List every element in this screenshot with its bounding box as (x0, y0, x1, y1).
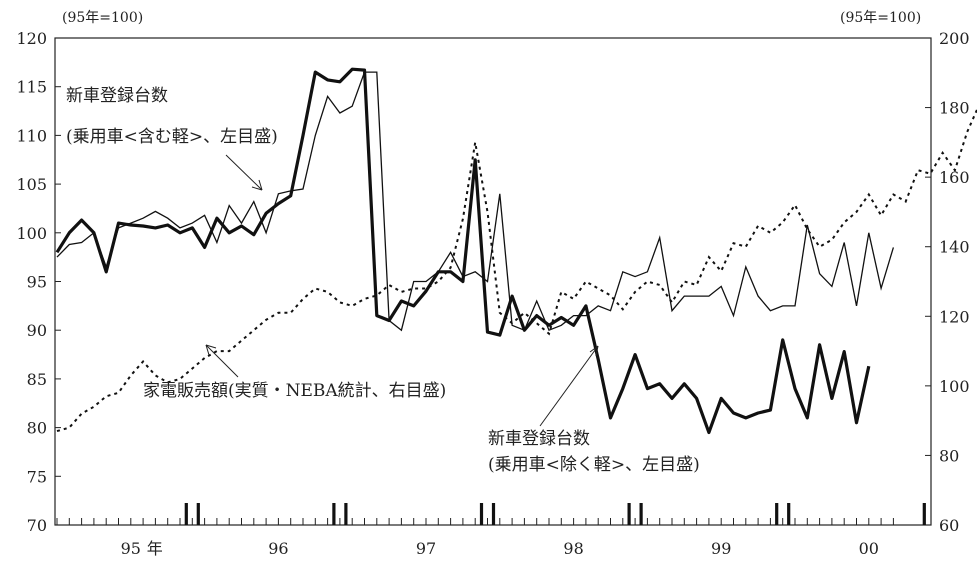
left-y-tick-label: 120 (16, 29, 47, 48)
x-tick-label: 95 (121, 539, 141, 558)
series-layer (55, 67, 977, 435)
annotation-series-1: 新車登録台数 (乗用車<含む軽>、左目盛) (66, 86, 278, 191)
x-year-marker (196, 503, 200, 525)
left-axis-unit: (95年=100) (62, 10, 143, 26)
x-tick-label: 00 (859, 539, 879, 558)
x-tick-label: 99 (711, 539, 731, 558)
annotation-series-1-arrowhead (251, 179, 263, 191)
right-y-axis: 60 80 100 120 140 160 180 200 (925, 29, 970, 535)
right-y-tick-label: 120 (939, 307, 970, 326)
left-y-tick-label: 95 (27, 273, 47, 292)
series-line-thin (56, 71, 895, 332)
plot-frame (54, 37, 932, 526)
right-y-tick-label: 180 (939, 99, 970, 118)
series-line-thick (55, 67, 871, 435)
left-y-tick-label: 90 (27, 321, 47, 340)
right-y-tick-label: 100 (939, 377, 970, 396)
annotation-series-2-arrow (539, 345, 599, 427)
left-y-tick-label: 100 (16, 224, 47, 243)
right-y-tick-label: 80 (939, 446, 959, 465)
series-line-dotted (56, 107, 977, 433)
annotation-series-1-line2: (乗用車<含む軽>、左目盛) (66, 127, 278, 147)
annotation-series-1-arrow (225, 154, 263, 191)
x-year-marker (332, 503, 336, 525)
x-year-marker (922, 503, 926, 525)
annotation-series-2-arrowhead (589, 345, 599, 357)
annotation-series-3-arrowhead (205, 344, 217, 356)
left-y-tick-label: 85 (27, 370, 47, 389)
left-y-tick-label: 80 (27, 419, 47, 438)
x-year-marker (775, 503, 779, 525)
x-year-marker (184, 503, 188, 525)
x-tick-label: 96 (268, 539, 288, 558)
left-y-tick-label: 105 (16, 175, 47, 194)
left-y-tick-label: 110 (16, 126, 47, 145)
x-year-suffix: 年 (147, 539, 163, 558)
x-year-marker (491, 503, 496, 525)
x-year-marker (787, 503, 791, 525)
x-tick-label: 97 (416, 539, 436, 558)
x-year-marker (344, 503, 348, 525)
annotation-series-3: 家電販売額(実質・NEBA統計、右目盛) (143, 344, 446, 401)
right-y-tick-label: 140 (939, 238, 970, 257)
left-y-tick-label: 75 (27, 467, 47, 486)
left-y-tick-label: 115 (16, 78, 47, 97)
annotation-series-1-line1: 新車登録台数 (66, 86, 168, 106)
right-axis-unit: (95年=100) (840, 10, 921, 26)
left-y-tick-label: 70 (27, 516, 47, 535)
annotation-series-3-line1: 家電販売額(実質・NEBA統計、右目盛) (143, 381, 446, 401)
left-y-axis: 70 75 80 85 90 95 100 105 110 115 120 (16, 29, 61, 535)
x-year-marker (627, 503, 631, 525)
x-year-marker (639, 503, 643, 525)
annotation-series-3-arrow (205, 344, 239, 378)
x-axis: 95 96 97 98 99 00 年 (56, 503, 926, 558)
right-y-tick-label: 60 (939, 516, 959, 535)
annotation-series-2: 新車登録台数 (乗用車<除く軽>、左目盛) (488, 345, 700, 475)
annotation-series-2-line2: (乗用車<除く軽>、左目盛) (488, 455, 700, 475)
right-y-tick-label: 200 (939, 29, 970, 48)
x-year-marker (479, 503, 484, 525)
right-y-tick-label: 160 (939, 168, 970, 187)
annotation-series-2-line1: 新車登録台数 (488, 429, 590, 449)
x-tick-label: 98 (563, 539, 583, 558)
